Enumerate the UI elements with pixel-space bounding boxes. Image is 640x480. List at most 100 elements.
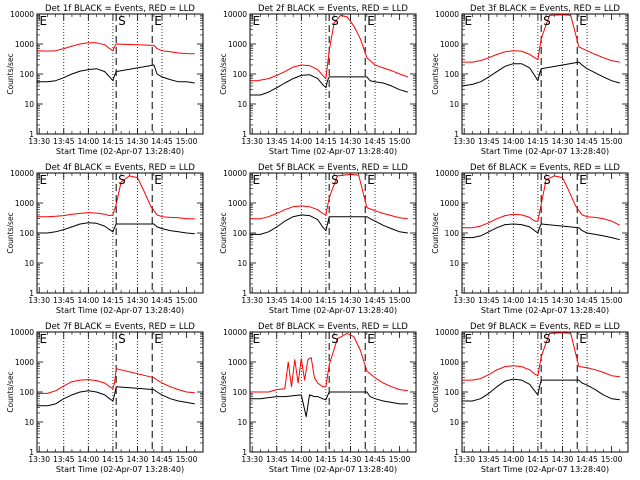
x-tick-label: 14:45 — [151, 455, 173, 464]
x-tick-label: 14:00 — [78, 455, 100, 464]
lld-series-line — [37, 42, 195, 55]
y-tick-label: 100 — [445, 229, 460, 238]
x-tick-label: 14:00 — [78, 296, 100, 305]
x-tick-label: 14:30 — [552, 296, 574, 305]
interval-marker-e: E — [367, 173, 375, 187]
interval-marker-s: S — [118, 332, 126, 346]
interval-marker-e: E — [40, 14, 48, 28]
y-axis-title: Counts/sec — [431, 371, 440, 412]
x-tick-label: 13:30 — [28, 455, 50, 464]
events-series-line — [250, 214, 408, 235]
x-tick-label: 15:00 — [389, 137, 411, 146]
x-tick-label: 13:30 — [453, 296, 475, 305]
x-tick-label: 15:00 — [176, 296, 198, 305]
panel-9: Det 9f BLACK = Events, RED = LLD 1 10 100 10… — [431, 322, 629, 474]
y-tick-label: 1 — [29, 448, 34, 457]
x-axis-title: Start Time (02-Apr-07 13:28:40) — [56, 306, 184, 315]
x-tick-label: 13:45 — [53, 296, 75, 305]
lld-series-line — [462, 175, 621, 229]
x-tick-label: 13:30 — [28, 137, 50, 146]
panel-8: Det 8f BLACK = Events, RED = LLD 1 10 100 10… — [219, 322, 417, 474]
interval-marker-s: S — [118, 14, 126, 28]
x-tick-label: 14:15 — [102, 455, 124, 464]
x-tick-label: 13:30 — [453, 137, 475, 146]
x-tick-label: 14:45 — [151, 137, 173, 146]
panel-4: Det 4f BLACK = Events, RED = LLD 1 10 100 10… — [6, 163, 204, 315]
y-tick-label: 1000 — [15, 40, 34, 49]
y-tick-label: 1 — [454, 289, 459, 298]
x-tick-label: 14:30 — [127, 296, 149, 305]
x-tick-label: 13:45 — [478, 137, 500, 146]
y-tick-label: 1000 — [440, 199, 459, 208]
x-tick-label: 13:45 — [53, 137, 75, 146]
panel-title: Det 5f BLACK = Events, RED = LLD — [258, 163, 408, 173]
x-tick-label: 15:00 — [601, 296, 623, 305]
x-tick-label: 14:00 — [291, 455, 313, 464]
panel-3: Det 3f BLACK = Events, RED = LLD 1 10 100 10… — [431, 4, 629, 156]
x-axis-title: Start Time (02-Apr-07 13:28:40) — [269, 306, 397, 315]
y-tick-label: 1 — [242, 130, 247, 139]
interval-marker-s: S — [543, 173, 551, 187]
panel-title: Det 8f BLACK = Events, RED = LLD — [258, 322, 408, 332]
x-tick-label: 15:00 — [176, 455, 198, 464]
x-tick-label: 13:45 — [478, 455, 500, 464]
axes-frame — [461, 331, 629, 453]
interval-marker-s: S — [331, 14, 339, 28]
interval-marker-e: E — [253, 173, 261, 187]
y-tick-label: 1000 — [228, 358, 247, 367]
interval-marker-s: S — [543, 332, 551, 346]
interval-marker-e: E — [154, 14, 162, 28]
x-tick-label: 13:45 — [478, 296, 500, 305]
x-tick-label: 14:30 — [340, 137, 362, 146]
y-axis-title: Counts/sec — [6, 371, 15, 412]
panel-7: Det 7f BLACK = Events, RED = LLD 1 10 100 10… — [6, 322, 204, 474]
events-series-line — [250, 74, 408, 96]
x-tick-label: 14:15 — [527, 296, 549, 305]
x-axis-title: Start Time (02-Apr-07 13:28:40) — [481, 147, 609, 156]
events-series-line — [462, 61, 620, 87]
axes-frame — [36, 331, 204, 453]
y-tick-label: 10000 — [223, 169, 247, 178]
interval-marker-e: E — [154, 173, 162, 187]
interval-marker-e: E — [40, 173, 48, 187]
x-tick-label: 14:30 — [127, 455, 149, 464]
x-axis-title: Start Time (02-Apr-07 13:28:40) — [269, 147, 397, 156]
x-tick-label: 13:45 — [266, 137, 288, 146]
y-axis-title: Counts/sec — [6, 53, 15, 94]
y-tick-label: 1 — [29, 130, 34, 139]
interval-marker-s: S — [118, 173, 126, 187]
events-series-line — [250, 391, 408, 418]
y-tick-label: 1000 — [15, 199, 34, 208]
interval-marker-e: E — [579, 14, 587, 28]
y-tick-label: 10 — [24, 259, 34, 268]
x-tick-label: 14:30 — [552, 137, 574, 146]
interval-marker-e: E — [367, 14, 375, 28]
y-tick-label: 1 — [29, 289, 34, 298]
panel-1: Det 1f BLACK = Events, RED = LLD 1 10 100 10… — [6, 4, 204, 156]
x-tick-label: 14:00 — [291, 137, 313, 146]
y-tick-label: 1 — [454, 448, 459, 457]
x-tick-label: 14:45 — [364, 137, 386, 146]
x-tick-label: 14:45 — [151, 296, 173, 305]
interval-marker-e: E — [465, 14, 473, 28]
interval-marker-e: E — [154, 332, 162, 346]
y-axis-title: Counts/sec — [219, 371, 228, 412]
panel-title: Det 6f BLACK = Events, RED = LLD — [470, 163, 620, 173]
x-axis-title: Start Time (02-Apr-07 13:28:40) — [481, 306, 609, 315]
y-tick-label: 1000 — [228, 199, 247, 208]
x-tick-label: 14:00 — [503, 455, 525, 464]
y-tick-label: 10 — [237, 259, 247, 268]
y-tick-label: 10 — [237, 100, 247, 109]
x-tick-label: 14:15 — [315, 137, 337, 146]
lld-series-line — [37, 175, 195, 220]
x-tick-label: 14:45 — [364, 296, 386, 305]
y-tick-label: 10 — [449, 259, 459, 268]
x-tick-label: 13:30 — [28, 296, 50, 305]
x-tick-label: 13:45 — [53, 455, 75, 464]
y-tick-label: 100 — [445, 388, 460, 397]
interval-marker-s: S — [331, 332, 339, 346]
panel-title: Det 9f BLACK = Events, RED = LLD — [470, 322, 620, 332]
x-tick-label: 15:00 — [389, 455, 411, 464]
y-tick-label: 1 — [242, 289, 247, 298]
